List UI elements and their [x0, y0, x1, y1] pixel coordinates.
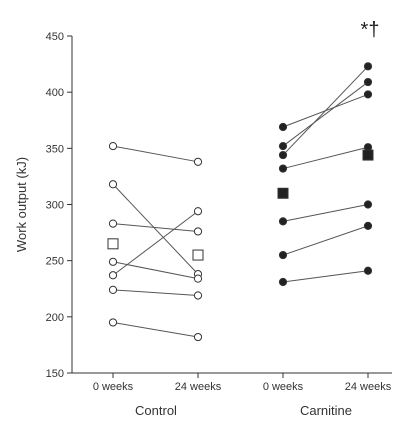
subject-point	[108, 318, 118, 327]
group-label-control: Control	[135, 403, 177, 418]
y-tick-label: 150	[46, 368, 64, 380]
subject-line	[112, 223, 199, 232]
mean-marker	[277, 187, 289, 199]
subject-line	[282, 204, 369, 222]
y-tick-label: 200	[46, 312, 64, 324]
subject-point	[193, 227, 203, 236]
subject-line	[112, 261, 199, 280]
y-tick-label: 400	[46, 87, 64, 99]
subject-point	[193, 332, 203, 342]
subject-line	[282, 81, 369, 147]
plot-area: 150 200 250 300 350 400 450 Work output (kJ) 0 w…	[14, 19, 392, 418]
subject-line	[112, 321, 199, 338]
group-label-carnitine: Carnitine	[300, 403, 352, 418]
subject-line	[282, 146, 369, 170]
subject-point	[278, 122, 288, 132]
mean-marker	[362, 149, 374, 161]
y-tick-label: 350	[46, 143, 64, 155]
subject-point	[278, 217, 288, 226]
subject-point	[278, 250, 288, 260]
subject-point	[363, 90, 373, 99]
significance-annotation: *†	[361, 19, 380, 41]
subject-line	[112, 289, 199, 296]
subject-point	[278, 164, 288, 173]
x-tick-label: 24 weeks	[175, 381, 222, 393]
mean-marker	[192, 249, 204, 261]
y-axis-title: Work output (kJ)	[14, 157, 29, 252]
x-tick-label: 0 weeks	[263, 381, 304, 393]
subject-line	[282, 270, 369, 283]
x-tick-label: 24 weeks	[345, 381, 392, 393]
subject-line	[112, 183, 199, 275]
y-tick-label: 450	[46, 31, 64, 43]
subject-point	[193, 274, 203, 283]
subject-point	[108, 285, 118, 294]
subject-point	[363, 77, 373, 87]
subject-point	[108, 257, 118, 266]
subject-line	[112, 210, 199, 276]
subject-point	[363, 200, 373, 209]
subject-line	[282, 225, 369, 256]
mean-marker	[107, 238, 119, 250]
subject-point	[108, 271, 118, 280]
subject-point	[108, 180, 118, 189]
subject-point	[278, 277, 288, 287]
subject-line	[282, 65, 369, 156]
subject-point	[108, 141, 118, 151]
subject-point	[363, 62, 373, 71]
subject-point	[193, 291, 203, 300]
subject-line	[112, 145, 199, 163]
y-tick-label: 250	[46, 256, 64, 268]
subject-point	[193, 207, 203, 216]
subject-point	[278, 150, 288, 160]
subject-point	[363, 266, 373, 275]
x-tick-label: 0 weeks	[93, 381, 134, 393]
subject-point	[278, 141, 288, 151]
y-tick-label: 300	[46, 200, 64, 212]
subject-point	[193, 157, 203, 166]
subject-point	[363, 221, 373, 230]
subject-point	[108, 219, 118, 228]
